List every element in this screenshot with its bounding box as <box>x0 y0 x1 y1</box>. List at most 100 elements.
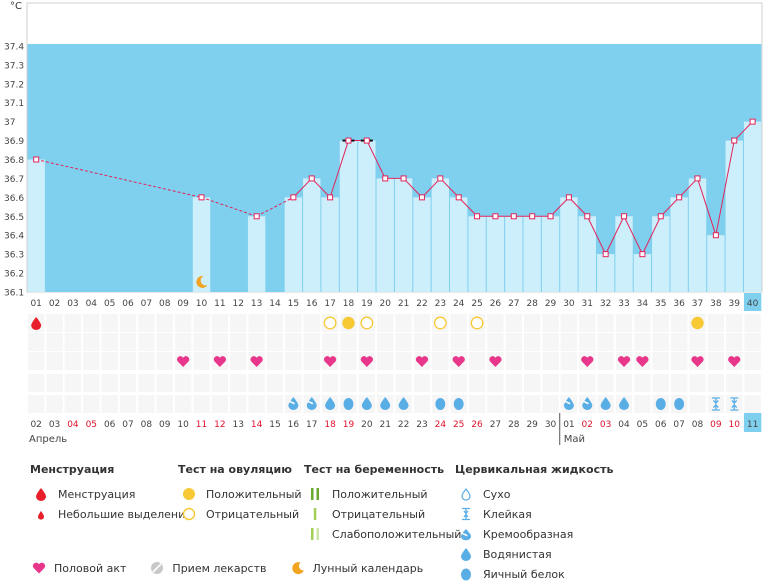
marker-cell <box>193 333 210 351</box>
temperature-point[interactable] <box>529 213 536 220</box>
legend-title: Тест на овуляцию <box>178 463 292 476</box>
temperature-point[interactable] <box>418 194 425 201</box>
marker-cell <box>193 395 210 413</box>
watery-drop-icon[interactable] <box>398 397 409 410</box>
cycle-day-label: 33 <box>618 299 629 309</box>
temperature-point[interactable] <box>584 213 591 220</box>
egg-white-icon[interactable] <box>435 398 446 410</box>
temperature-point[interactable] <box>474 213 481 220</box>
watery-drop-icon[interactable] <box>361 397 372 410</box>
ovulation-negative-icon[interactable] <box>323 316 337 330</box>
temperature-point[interactable] <box>437 175 444 182</box>
menstruation-drop-icon[interactable] <box>31 317 42 330</box>
ovulation-positive-icon[interactable] <box>342 316 355 330</box>
ovulation-negative-icon[interactable] <box>360 316 374 330</box>
temperature-point[interactable] <box>621 213 628 220</box>
watery-drop-icon[interactable] <box>600 397 611 410</box>
marker-cell <box>726 374 743 392</box>
temperature-line-segment <box>641 216 662 255</box>
temperature-point[interactable] <box>345 137 352 144</box>
temperature-point[interactable] <box>400 175 407 182</box>
heart-icon[interactable] <box>250 356 263 367</box>
egg-white-icon[interactable] <box>343 398 354 410</box>
temperature-point[interactable] <box>253 213 260 220</box>
temperature-point[interactable] <box>676 194 683 201</box>
cycle-day-label: 31 <box>582 299 593 309</box>
temperature-point[interactable] <box>547 213 554 220</box>
temperature-point[interactable] <box>308 175 315 182</box>
marker-cell <box>83 395 100 413</box>
temperature-point[interactable] <box>363 137 370 144</box>
date-label: 05 <box>637 420 648 430</box>
temperature-point[interactable] <box>382 175 389 182</box>
egg-white-icon[interactable] <box>674 398 685 410</box>
cycle-day-label: 24 <box>453 299 465 309</box>
heart-icon[interactable] <box>415 356 429 367</box>
marker-cell <box>560 314 578 332</box>
y-tick-label: 37 <box>4 118 15 128</box>
temperature-point[interactable] <box>492 213 499 220</box>
heart-icon[interactable] <box>691 356 704 367</box>
cycle-day-label: 34 <box>637 299 649 309</box>
moon-icon[interactable] <box>196 275 208 288</box>
temperature-point[interactable] <box>327 194 334 201</box>
marker-cell <box>615 333 633 351</box>
temperature-point[interactable] <box>694 175 701 182</box>
temperature-point[interactable] <box>455 194 462 201</box>
heart-icon[interactable] <box>177 356 190 367</box>
legend-bottom: Половой акт Прием лекарств Лунный календ… <box>30 561 445 575</box>
cycle-day-label: 07 <box>141 299 152 309</box>
y-tick-label: 37.4 <box>4 42 24 52</box>
cycle-day-label: 25 <box>471 299 482 309</box>
heart-icon[interactable] <box>617 356 631 367</box>
ovulation-positive-icon[interactable] <box>691 316 704 330</box>
temperature-point[interactable] <box>639 251 646 258</box>
marker-cell <box>83 333 100 351</box>
heart-icon[interactable] <box>360 356 373 367</box>
temperature-point[interactable] <box>657 213 664 220</box>
egg-white-icon[interactable] <box>655 398 666 410</box>
legend-label: Лунный календарь <box>312 561 424 575</box>
legend-label: Клейкая <box>483 507 532 521</box>
ovulation-negative-icon[interactable] <box>470 316 484 330</box>
egg-white-icon[interactable] <box>453 398 464 410</box>
heart-icon[interactable] <box>213 356 227 367</box>
date-label: 09 <box>710 420 722 430</box>
cycle-day-label: 20 <box>379 299 391 309</box>
heart-icon[interactable] <box>636 356 649 367</box>
watery-drop-icon[interactable] <box>619 397 630 410</box>
temperature-point[interactable] <box>290 194 297 201</box>
temperature-bar <box>394 178 413 292</box>
marker-cell <box>340 374 357 392</box>
legend-label: Положительный <box>206 487 302 501</box>
marker-cell <box>340 333 357 351</box>
temperature-point[interactable] <box>565 194 572 201</box>
sticky-icon[interactable] <box>711 397 720 411</box>
marker-cell <box>597 333 614 351</box>
temperature-point[interactable] <box>749 118 756 125</box>
heart-icon[interactable] <box>323 356 337 367</box>
heart-icon[interactable] <box>581 356 594 367</box>
date-label: 11 <box>747 420 758 430</box>
temperature-line-segment <box>329 140 349 198</box>
heart-icon[interactable] <box>452 356 465 367</box>
heart-icon[interactable] <box>728 356 741 367</box>
date-label: 08 <box>141 420 153 430</box>
marker-cell <box>248 395 265 413</box>
temperature-point[interactable] <box>198 194 205 201</box>
heart-icon[interactable] <box>489 356 502 367</box>
temperature-point[interactable] <box>33 156 40 163</box>
y-tick-label: 36.7 <box>4 175 24 185</box>
watery-drop-icon[interactable] <box>325 397 336 410</box>
marker-cell <box>101 333 118 351</box>
cycle-day-label: 14 <box>269 299 281 309</box>
ovulation-negative-icon[interactable] <box>433 316 447 330</box>
temperature-point[interactable] <box>602 251 609 258</box>
temperature-point[interactable] <box>731 137 738 144</box>
marker-cell <box>285 333 302 351</box>
temperature-point[interactable] <box>510 213 517 220</box>
temperature-point[interactable] <box>712 232 719 239</box>
legend-row: Водянистая <box>455 544 613 564</box>
watery-drop-icon[interactable] <box>380 397 391 410</box>
sticky-icon[interactable] <box>730 397 739 411</box>
